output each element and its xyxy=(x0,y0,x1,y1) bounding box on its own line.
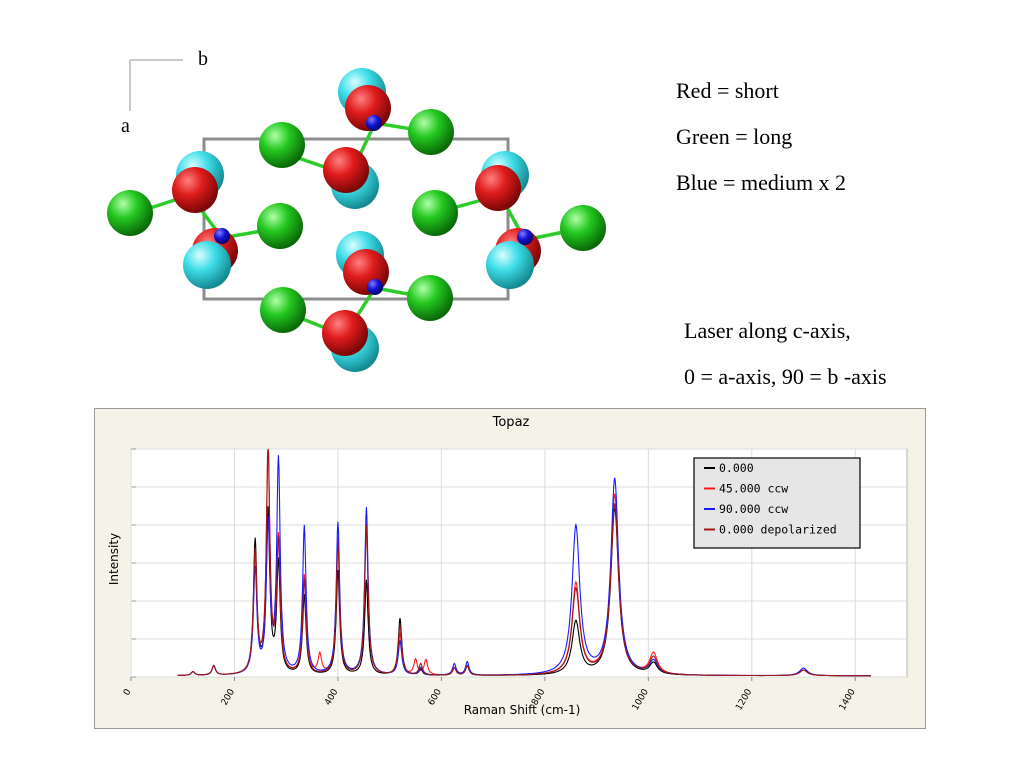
x-tick-label: 1400 xyxy=(838,687,858,712)
red-atom xyxy=(322,310,368,356)
note-red: Red = short xyxy=(676,78,779,103)
green-atom xyxy=(257,203,303,249)
series-lines xyxy=(177,448,871,677)
red-atom xyxy=(475,165,521,211)
x-tick-label: 1200 xyxy=(734,687,754,712)
atoms xyxy=(107,68,606,372)
note-green: Green = long xyxy=(676,124,793,149)
cyan-atom xyxy=(486,241,534,289)
blue-atom xyxy=(214,228,230,244)
x-tick-label: 200 xyxy=(220,687,237,707)
legend-label: 0.000 xyxy=(719,461,754,475)
legend-label: 45.000 ccw xyxy=(719,482,788,496)
x-tick-label: 600 xyxy=(427,687,444,707)
raman-plot-panel: Topaz 0 200 400 600 800 1000 1200 1400 Raman Sh… xyxy=(94,408,926,729)
cyan-atom xyxy=(183,241,231,289)
laser-note: Laser along c-axis, xyxy=(684,318,851,343)
note-blue: Blue = medium x 2 xyxy=(676,170,847,195)
red-atom xyxy=(172,167,218,213)
blue-atom xyxy=(517,229,533,245)
green-atom xyxy=(412,190,458,236)
green-atom xyxy=(259,122,305,168)
chart-title: Topaz xyxy=(492,415,530,430)
chart-legend: 0.000 45.000 ccw 90.000 ccw 0.000 depolariz… xyxy=(693,457,861,549)
green-atom xyxy=(408,109,454,155)
green-atom xyxy=(260,287,306,333)
x-tick-label: 400 xyxy=(323,687,340,707)
axis-indicator: b a xyxy=(121,48,208,137)
series-line-0-000-depolarized xyxy=(177,448,871,677)
x-axis-label: Raman Shift (cm-1) xyxy=(464,703,581,717)
raman-chart: Topaz 0 200 400 600 800 1000 1200 1400 Raman Sh… xyxy=(107,415,908,717)
unit-cell-box xyxy=(202,137,510,301)
legend-label: 90.000 ccw xyxy=(719,502,788,516)
green-atom xyxy=(107,190,153,236)
x-tick-label: 0 xyxy=(122,687,134,697)
crystal-structure-diagram: b a xyxy=(107,48,606,372)
red-atom xyxy=(323,147,369,193)
x-tick-label: 1000 xyxy=(631,687,651,712)
axis-note: 0 = a-axis, 90 = b -axis xyxy=(684,364,887,389)
green-atom xyxy=(560,205,606,251)
legend-label: 0.000 depolarized xyxy=(719,523,837,537)
axis-label-b: b xyxy=(198,48,208,70)
green-atom xyxy=(407,275,453,321)
blue-atom xyxy=(367,279,383,295)
axis-label-a: a xyxy=(121,115,130,137)
blue-atom xyxy=(366,115,382,131)
y-axis-label: Intensity xyxy=(107,533,121,585)
